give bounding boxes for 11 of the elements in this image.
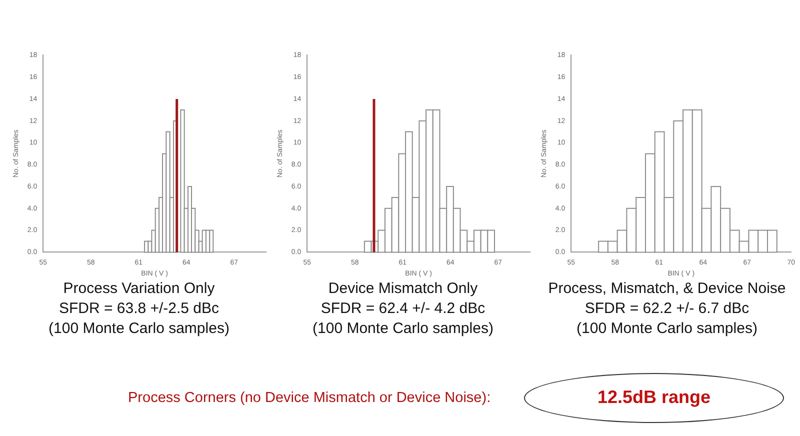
text: Device Mismatch Only (327, 280, 479, 298)
text: Process Corners (no Device Mismatch or Device Noise): (128, 390, 491, 406)
text: SFDR = 62.4 +/- 4.2 dBc (320, 300, 486, 318)
text: 12.5dB range (596, 387, 712, 408)
text: SFDR = 62.2 +/- 6.7 dBc (584, 300, 750, 318)
text: Process, Mismatch, & Device Noise (547, 280, 787, 298)
text: Process Variation Only (62, 280, 216, 298)
text: (100 Monte Carlo samples) (576, 320, 758, 338)
text: (100 Monte Carlo samples) (48, 320, 230, 338)
text: (100 Monte Carlo samples) (312, 320, 494, 338)
text: SFDR = 63.8 +/-2.5 dBc (58, 300, 220, 318)
